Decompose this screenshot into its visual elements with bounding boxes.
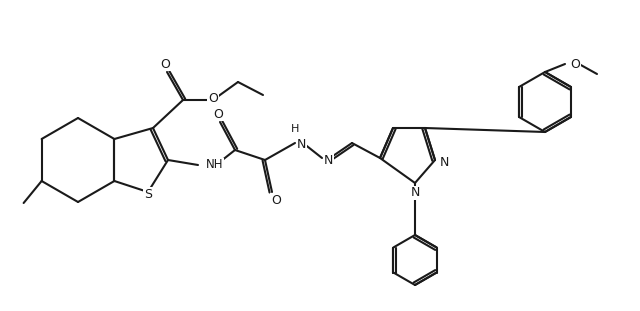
Text: O: O (213, 108, 223, 120)
Text: N: N (297, 138, 307, 151)
Text: NH: NH (206, 159, 223, 171)
Text: O: O (160, 58, 170, 71)
Text: N: N (324, 154, 333, 166)
Text: O: O (271, 193, 281, 207)
Text: N: N (410, 187, 420, 199)
Text: O: O (570, 58, 580, 71)
Text: N: N (440, 156, 449, 169)
Text: S: S (144, 188, 152, 201)
Text: H: H (291, 124, 299, 134)
Text: O: O (208, 91, 218, 104)
